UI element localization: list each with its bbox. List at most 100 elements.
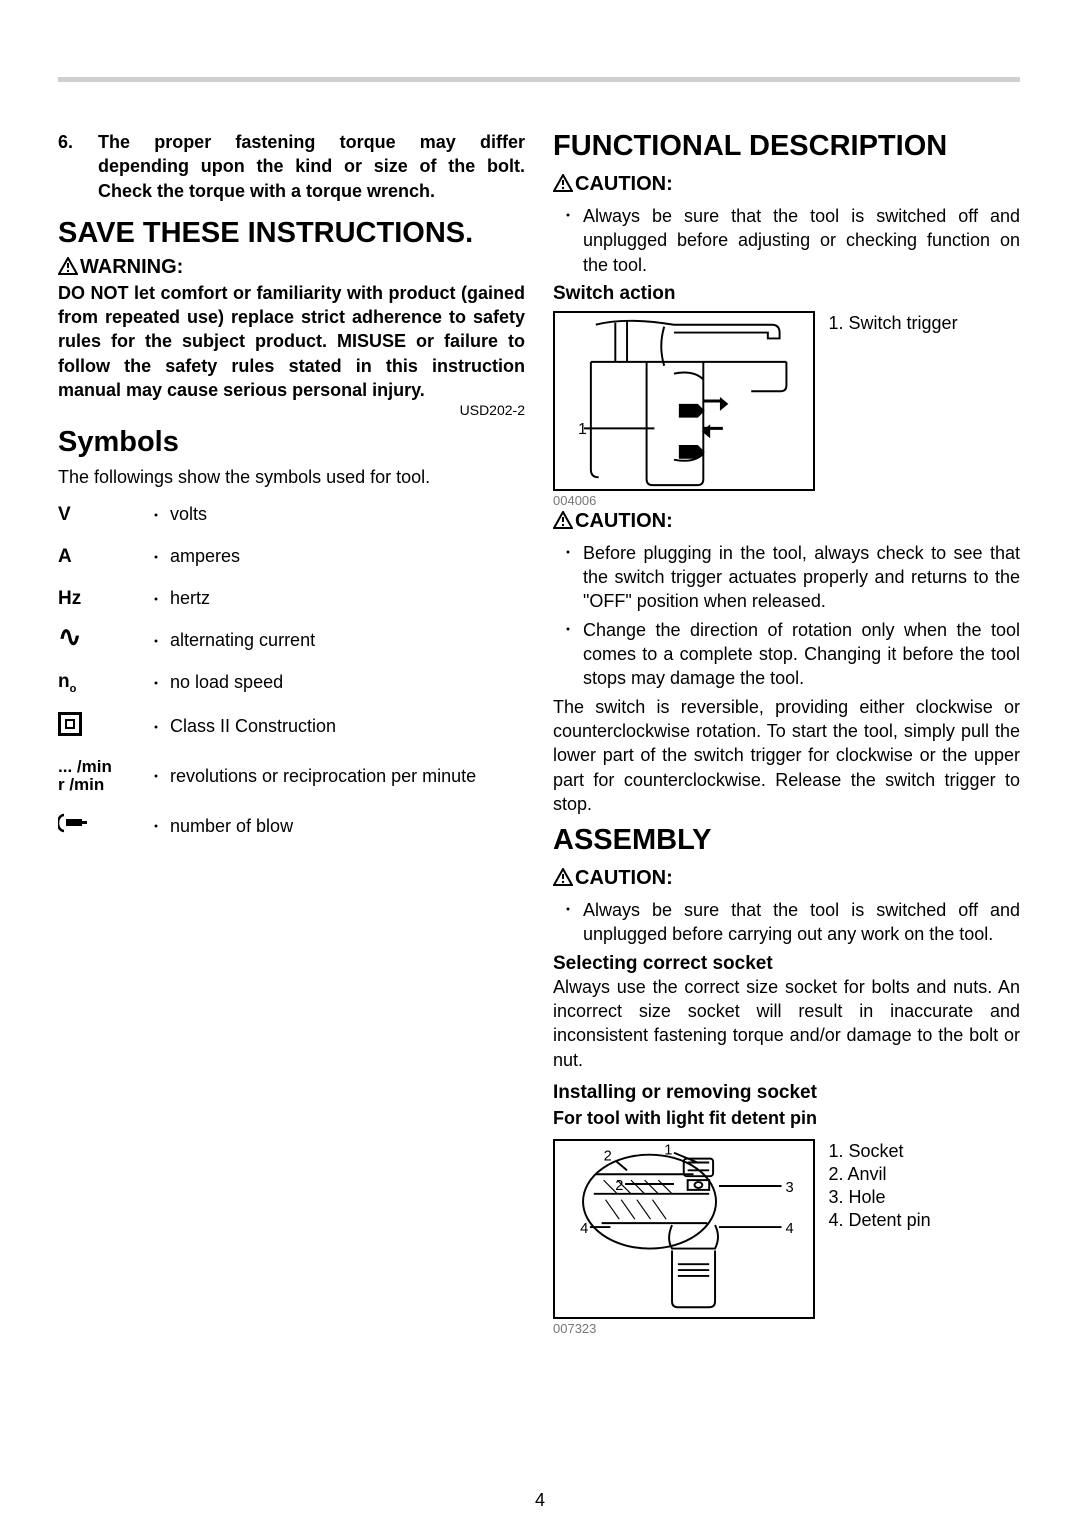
bullet-icon: ･ [553,541,583,614]
caution-label: CAUTION: [575,173,673,195]
list-item: ･ Always be sure that the tool is switch… [553,204,1020,277]
list-item: ･ Always be sure that the tool is switch… [553,898,1020,947]
page-content: 6. The proper fastening torque may diffe… [58,86,1020,1483]
switch-action-heading: Switch action [553,283,1020,305]
legend-item: 1. Socket [829,1141,1020,1162]
symbols-table: V･voltsA･amperesHz･hertz∿･alternating cu… [58,494,525,849]
symbol-desc: number of blow [170,803,525,849]
symbol-desc: no load speed [170,662,525,704]
svg-text:1: 1 [578,421,587,438]
functional-description-heading: FUNCTIONAL DESCRIPTION [553,130,1020,163]
assembly-heading: ASSEMBLY [553,824,1020,857]
caution-item: Always be sure that the tool is switched… [583,898,1020,947]
symbols-heading: Symbols [58,426,525,459]
list-item: ･ Change the direction of rotation only … [553,618,1020,691]
bullet-icon: ･ [142,620,170,662]
item-number: 6. [58,130,98,203]
figure-1-legend: 1. Switch trigger [815,305,1020,508]
symbol-row: ∿･alternating current [58,620,525,662]
symbol-desc: amperes [170,536,525,578]
figure-2-legend: 1. Socket 2. Anvil 3. Hole 4. Detent pin [815,1133,1020,1336]
item-text: The proper fastening torque may differ d… [98,130,525,203]
right-column: FUNCTIONAL DESCRIPTION CAUTION: ･ Always… [553,86,1020,1483]
bullet-icon: ･ [142,536,170,578]
symbol-glyph: Hz [58,578,142,620]
warning-icon [553,511,573,535]
figure-2: 2 1 2 3 4 4 [553,1139,815,1319]
symbol-row: ･number of blow [58,803,525,849]
bullet-icon: ･ [142,803,170,849]
bullet-icon: ･ [142,494,170,536]
figure-1-row: 1 004006 1. Switch trigger [553,305,1020,508]
symbol-row: ･Class II Construction [58,704,525,750]
bullet-icon: ･ [142,662,170,704]
legend-item: 3. Hole [829,1187,1020,1208]
symbol-glyph [58,803,142,849]
symbol-desc: volts [170,494,525,536]
symbol-glyph: A [58,536,142,578]
legend-item: 1. Switch trigger [829,313,1020,334]
top-divider [58,77,1020,82]
symbol-glyph: no [58,662,142,704]
install-heading: Installing or removing socket [553,1082,1020,1104]
figure-2-row: 2 1 2 3 4 4 007323 1. Socket 2. Anvil 3.… [553,1133,1020,1336]
bullet-icon: ･ [553,898,583,947]
symbol-desc: alternating current [170,620,525,662]
left-column: 6. The proper fastening torque may diffe… [58,86,525,1483]
socket-heading: Selecting correct socket [553,953,1020,975]
bullet-icon: ･ [142,578,170,620]
bullet-icon: ･ [142,704,170,750]
symbol-desc: Class II Construction [170,704,525,750]
svg-text:3: 3 [785,1180,793,1196]
svg-text:2: 2 [604,1148,612,1164]
list-item: 6. The proper fastening torque may diffe… [58,130,525,203]
symbol-row: A･amperes [58,536,525,578]
numbered-list: 6. The proper fastening torque may diffe… [58,130,525,203]
symbol-glyph: V [58,494,142,536]
caution-heading-1: CAUTION: [553,173,1020,198]
legend-item: 4. Detent pin [829,1210,1020,1231]
symbol-row: no･no load speed [58,662,525,704]
install-subheading: For tool with light fit detent pin [553,1108,1020,1129]
symbol-desc: hertz [170,578,525,620]
symbol-glyph [58,704,142,750]
caution-item: Change the direction of rotation only wh… [583,618,1020,691]
svg-text:2: 2 [615,1178,623,1194]
symbol-row: ... /minr /min･revolutions or reciprocat… [58,750,525,803]
svg-text:4: 4 [785,1221,793,1237]
socket-body: Always use the correct size socket for b… [553,975,1020,1072]
switch-body: The switch is reversible, providing eith… [553,695,1020,816]
symbol-row: Hz･hertz [58,578,525,620]
warning-icon [553,868,573,892]
svg-text:1: 1 [664,1143,672,1159]
warning-icon [553,174,573,198]
svg-text:4: 4 [580,1221,588,1237]
symbols-intro: The followings show the symbols used for… [58,465,525,489]
figure-2-col: 2 1 2 3 4 4 007323 [553,1133,815,1336]
symbol-row: V･volts [58,494,525,536]
figure-1: 1 [553,311,815,491]
figure-1-col: 1 004006 [553,305,815,508]
caution-heading-2: CAUTION: [553,510,1020,535]
legend-item: 2. Anvil [829,1164,1020,1185]
caution-item: Always be sure that the tool is switched… [583,204,1020,277]
symbol-desc: revolutions or reciprocation per minute [170,750,525,803]
caution-label: CAUTION: [575,510,673,532]
bullet-icon: ･ [142,750,170,803]
list-item: ･ Before plugging in the tool, always ch… [553,541,1020,614]
caution-list-1: ･ Always be sure that the tool is switch… [553,204,1020,277]
page-number: 4 [0,1490,1080,1511]
doc-code: USD202-2 [58,402,525,418]
caution-heading-3: CAUTION: [553,867,1020,892]
caution-list-2: ･ Before plugging in the tool, always ch… [553,541,1020,691]
caution-label: CAUTION: [575,867,673,889]
warning-label: WARNING: [80,256,183,278]
warning-icon [58,257,78,281]
warning-body: DO NOT let comfort or familiarity with p… [58,281,525,402]
symbol-glyph: ... /minr /min [58,750,142,803]
save-instructions-heading: SAVE THESE INSTRUCTIONS. [58,217,525,250]
bullet-icon: ･ [553,204,583,277]
symbol-glyph: ∿ [58,620,142,662]
figure-2-caption: 007323 [553,1321,815,1336]
caution-list-3: ･ Always be sure that the tool is switch… [553,898,1020,947]
